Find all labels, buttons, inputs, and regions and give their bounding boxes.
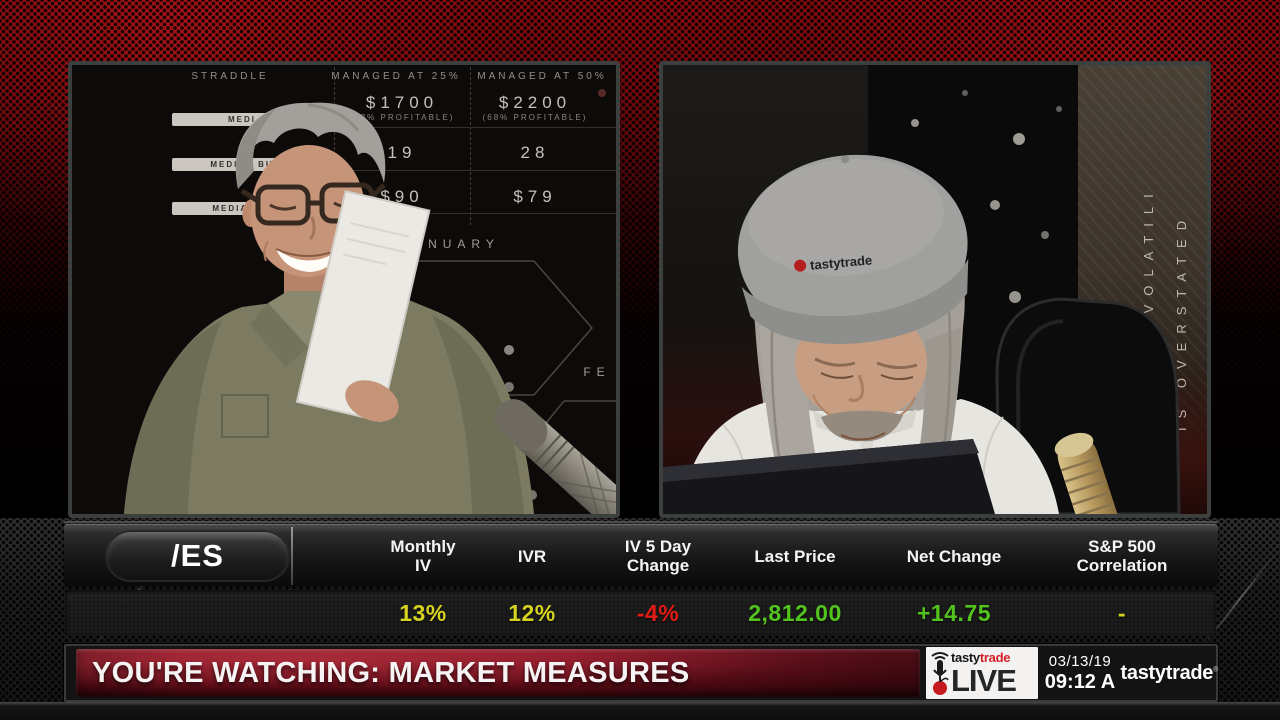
brand-trademark: ® <box>1213 665 1218 673</box>
ticker-values-row: 13% 12% -4% 2,812.00 +14.75 - <box>66 590 1216 636</box>
slide-cell: 28 <box>520 143 550 162</box>
ticker-bar: /ES Monthly IV IVR IV 5 Day Change Last … <box>64 521 1218 638</box>
slide-divider <box>334 67 335 225</box>
slide-rule <box>324 127 616 128</box>
live-logo-word: LIVE <box>951 662 1017 698</box>
brand-name-text: tastytrade <box>1120 661 1214 684</box>
bottom-strip <box>0 702 1280 720</box>
lower-banner: YOU'RE WATCHING: MARKET MEASURES tastytr… <box>64 644 1218 702</box>
slide-cell: $79 <box>513 187 557 206</box>
video-feed-right: IMPLIED VOLATILI IS OVERSTATED <box>659 61 1211 518</box>
ticker-value-net-change: +14.75 <box>917 599 991 626</box>
host-left-illustration <box>124 102 616 514</box>
ticker-symbol-separator <box>291 527 293 585</box>
ticker-col-iv5d-change: IV 5 Day Change <box>624 537 692 575</box>
slide-column-header: MANAGED AT 25% <box>331 71 461 82</box>
broadcast-date: 03/13/19 <box>1048 652 1112 670</box>
live-logo-brand: tastytrade <box>951 651 1010 664</box>
brand-name: tastytrade® <box>1120 661 1219 685</box>
slide-cell-sub: (68% PROFITABLE) <box>482 113 588 122</box>
slide-cell-sub: (82% PROFITABLE) <box>349 113 455 122</box>
slide-rule <box>324 213 616 214</box>
microphone-icon <box>929 650 951 696</box>
slide-cell: $1700 <box>365 93 439 112</box>
ticker-value-sp500-corr: - <box>1117 599 1127 626</box>
ticker-col-ivr: IVR <box>517 546 547 566</box>
ticker-col-sp500-corr: S&P 500 Correlation <box>1076 537 1168 575</box>
beret-logo-text: tastytrade <box>810 252 873 272</box>
slide-rule <box>324 170 616 171</box>
ticker-value-ivr: 12% <box>508 599 556 626</box>
tastytrade-brand: tastytrade® <box>1120 646 1218 700</box>
ticker-col-last-price: Last Price <box>754 546 836 566</box>
ticker-top-highlight <box>64 521 1218 523</box>
ticker-col-monthly-iv: Monthly IV <box>390 537 456 575</box>
ticker-value-last-price: 2,812.00 <box>748 599 842 626</box>
slide-month-label: JANUARY <box>402 237 500 251</box>
slide-cell: $2200 <box>498 93 572 112</box>
broadcast-time: 09:12 A <box>1044 670 1116 693</box>
slide-column-header: MANAGED AT 50% <box>477 71 607 82</box>
watching-banner: YOU'RE WATCHING: MARKET MEASURES <box>76 649 920 697</box>
watching-banner-text: YOU'RE WATCHING: MARKET MEASURES <box>92 656 690 689</box>
live-logo-brand-right: trade <box>979 649 1011 665</box>
host-right-illustration: tastytrade <box>663 154 1181 514</box>
ticker-header-row: /ES Monthly IV IVR IV 5 Day Change Last … <box>64 524 1218 586</box>
ticker-value-monthly-iv: 13% <box>399 599 447 626</box>
slide-column-header: STRADDLE <box>191 71 269 82</box>
slide-month-label: FE <box>583 365 611 379</box>
ticker-value-iv5d-change: -4% <box>636 599 680 626</box>
cherry-icon <box>1120 672 1121 674</box>
ticker-col-net-change: Net Change <box>906 546 1002 566</box>
live-logo-brand-left: tasty <box>951 649 980 665</box>
tastytrade-live-logo: tastytrade LIVE <box>926 647 1038 699</box>
live-logo-text: tastytrade LIVE <box>951 651 1035 696</box>
slide-cell: 19 <box>387 143 417 162</box>
broadcast-datetime: 03/13/19 09:12 A <box>1042 646 1118 700</box>
slide-divider <box>470 67 471 225</box>
ticker-symbol: /ES <box>105 530 290 582</box>
video-feed-left: STRADDLE MANAGED AT 25% MANAGED AT 50% $… <box>68 61 620 518</box>
